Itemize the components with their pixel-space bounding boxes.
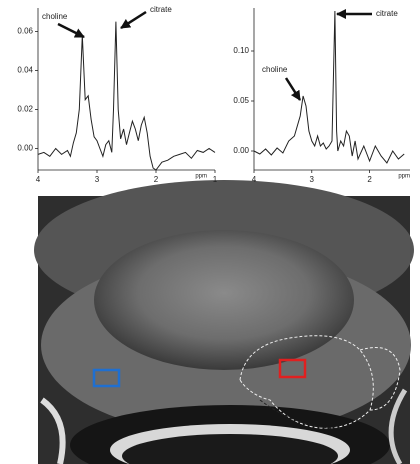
x-tick-label: 3 [95,175,100,184]
annotation-arrow [57,22,85,39]
spectrum-line [37,21,216,171]
y-tick-label: 0.05 [233,96,249,105]
y-tick-label: 0.06 [17,27,33,36]
y-tick-label: 0.02 [17,105,33,114]
x-tick-label: 4 [252,175,257,184]
x-axis-label: ppm [398,174,410,180]
x-tick-label: 3 [310,175,315,184]
y-tick-label: 0.04 [17,66,33,75]
x-axis-label: ppm [195,174,207,180]
y-tick-label: 0.10 [233,46,249,55]
mri-image [34,180,414,464]
annotation-arrow [120,10,147,30]
annotation-arrow [284,77,302,101]
x-tick-label: 2 [154,175,159,184]
annotation: choline [42,12,68,21]
x-tick-label: 1 [213,175,218,184]
y-tick-label: 0.00 [233,146,249,155]
y-tick-label: 0.00 [17,144,33,153]
annotation: citrate [150,5,172,14]
annotation: choline [262,65,288,74]
spectrum-line [253,10,405,164]
annotation: citrate [376,9,398,18]
x-tick-label: 2 [367,175,372,184]
x-tick-label: 4 [36,175,41,184]
